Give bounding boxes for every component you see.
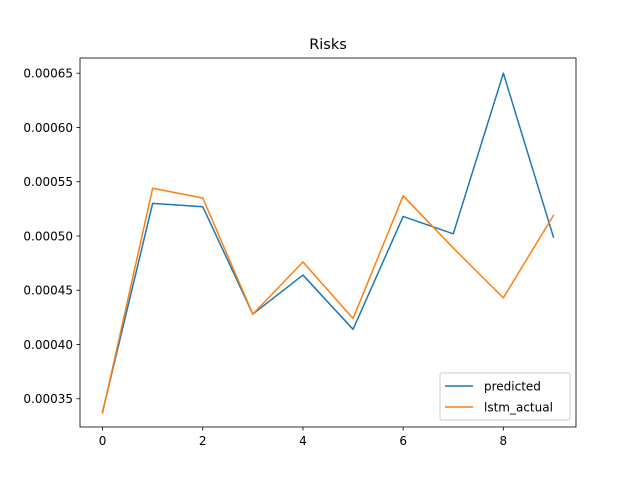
y-tick-label: 0.00040 <box>23 338 73 352</box>
series-layer <box>101 72 555 414</box>
y-tick-label: 0.00065 <box>23 66 73 80</box>
series-line-predicted <box>101 72 555 413</box>
y-tick-label: 0.00055 <box>23 175 73 189</box>
chart-title: Risks <box>309 37 347 53</box>
x-tick-label: 4 <box>299 434 307 448</box>
y-tick-label: 0.00060 <box>23 121 73 135</box>
y-tick-label: 0.00050 <box>23 229 73 243</box>
x-tick-label: 0 <box>99 434 107 448</box>
legend-label-predicted: predicted <box>484 380 541 394</box>
legend-label-lstm_actual: lstm_actual <box>484 401 553 415</box>
legend-box <box>439 372 571 421</box>
x-tick-label: 8 <box>500 434 508 448</box>
x-tick-label: 6 <box>399 434 407 448</box>
x-tick-label: 2 <box>199 434 207 448</box>
axes-layer: 0 2 4 6 8 0.00035 0.00040 0.00045 0.00050 0.00055… <box>23 57 577 448</box>
series-line-lstm_actual <box>101 187 555 414</box>
legend: predicted lstm_actual <box>439 372 571 421</box>
y-tick-label: 0.00035 <box>23 392 73 406</box>
y-tick-label: 0.00045 <box>23 284 73 298</box>
plot-frame <box>79 57 577 428</box>
